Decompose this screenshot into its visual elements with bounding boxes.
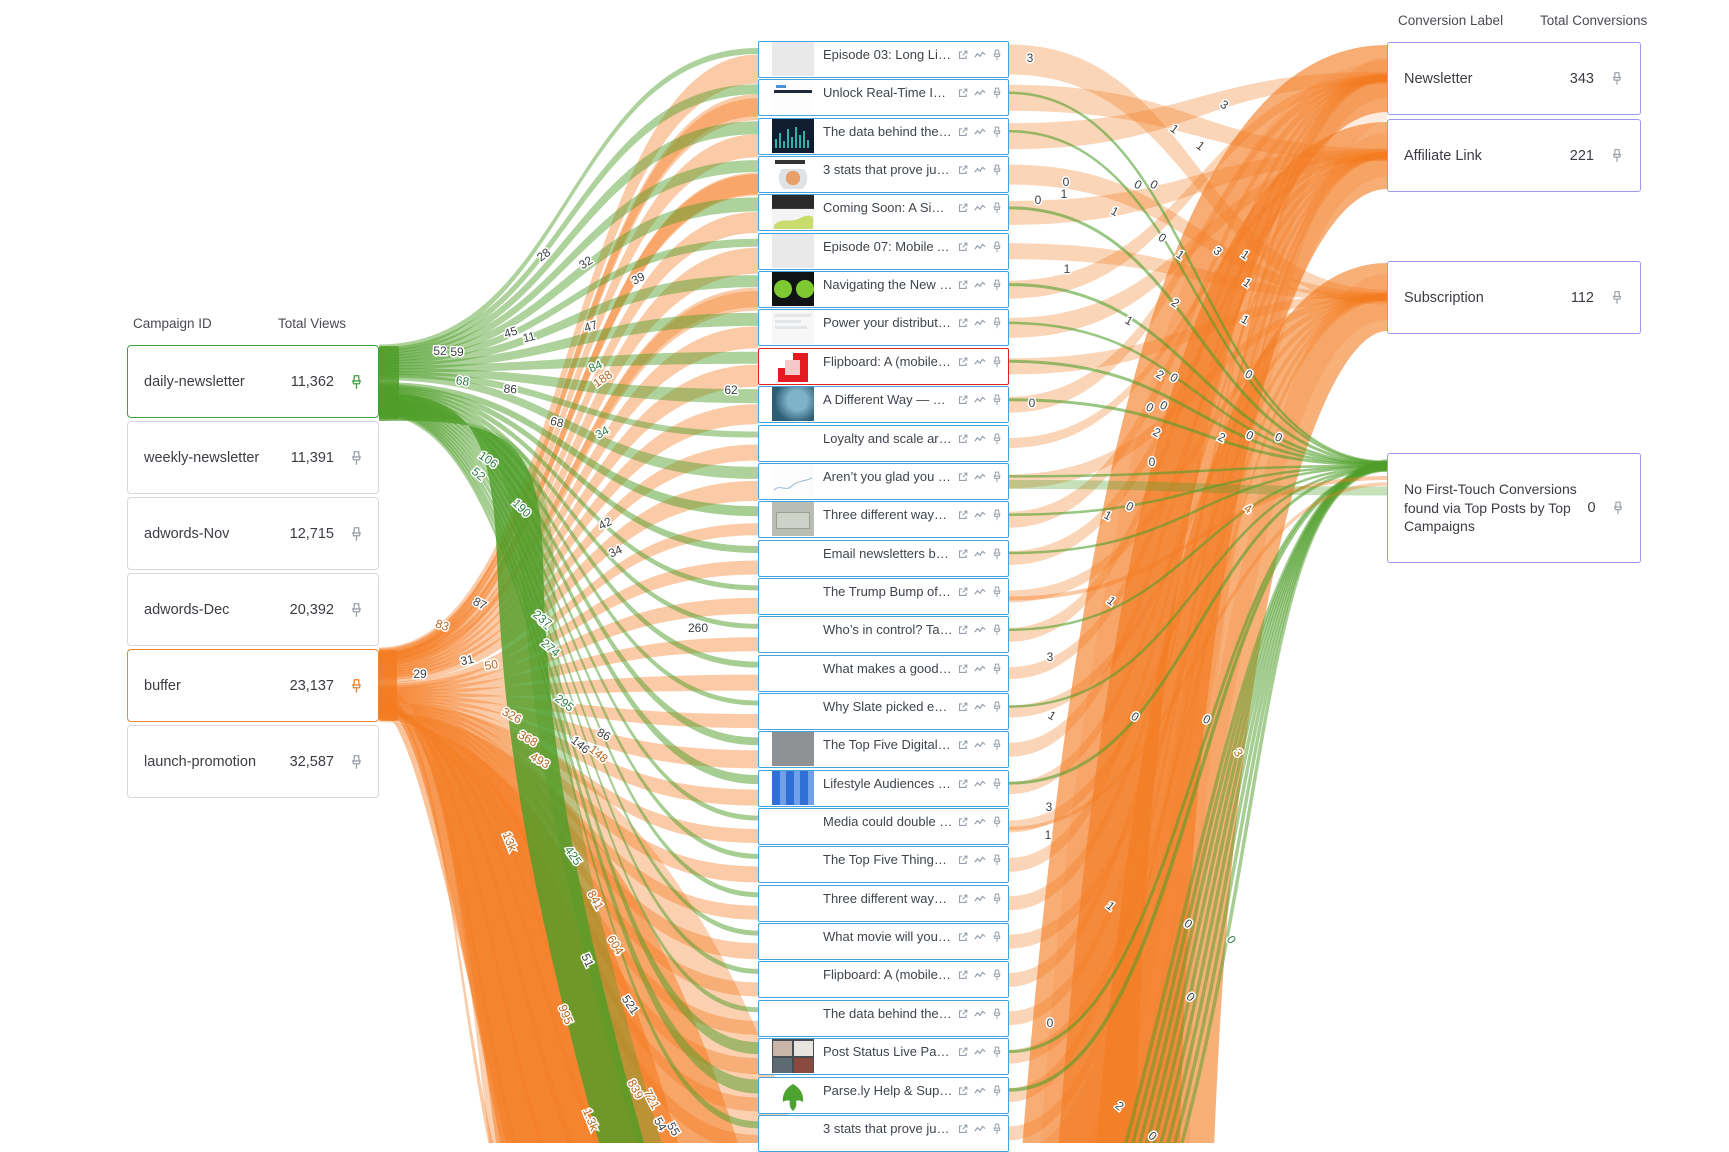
svg-text:68: 68 [455,373,470,389]
svg-text:0: 0 [1149,455,1156,469]
svg-text:0: 0 [1047,1016,1054,1030]
svg-text:3: 3 [1046,800,1053,814]
svg-text:0: 0 [1063,175,1070,189]
svg-text:47: 47 [582,317,599,335]
svg-text:45: 45 [502,323,519,341]
svg-text:59: 59 [450,345,464,359]
svg-text:31: 31 [459,652,475,669]
svg-text:0: 0 [1035,193,1042,207]
svg-text:52: 52 [433,344,447,358]
svg-text:29: 29 [413,667,427,681]
svg-text:1: 1 [1194,138,1208,153]
svg-text:260: 260 [688,621,708,635]
svg-text:1: 1 [1045,828,1052,842]
svg-text:3: 3 [1027,51,1034,65]
svg-text:0: 0 [1029,396,1036,410]
svg-text:83: 83 [434,616,451,634]
svg-text:68: 68 [549,414,566,431]
svg-text:62: 62 [724,383,738,397]
svg-text:86: 86 [503,382,518,397]
svg-text:1: 1 [1064,262,1071,276]
svg-text:50: 50 [484,657,500,673]
svg-text:3: 3 [1047,650,1054,664]
svg-text:1: 1 [1061,187,1068,201]
svg-text:11: 11 [521,329,537,346]
